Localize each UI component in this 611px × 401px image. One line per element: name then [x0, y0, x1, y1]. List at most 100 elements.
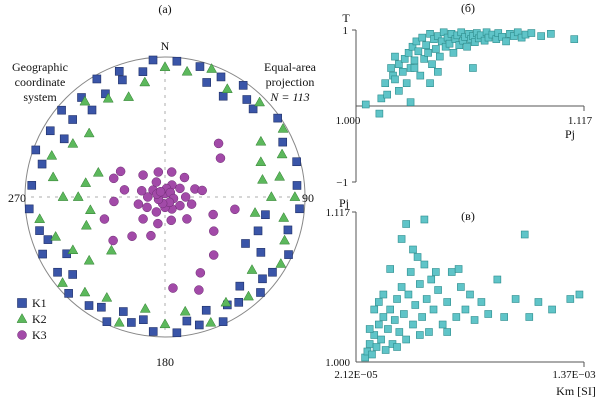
tp-data-point	[457, 28, 466, 37]
k3-point	[166, 215, 176, 226]
k1-point	[295, 204, 304, 214]
pjkm-data-point	[416, 280, 424, 288]
pjkm-data-point	[466, 290, 474, 299]
tp-data-point	[513, 28, 522, 37]
tp-data-point	[400, 55, 409, 63]
k1-point	[248, 104, 258, 114]
k1-point	[84, 301, 94, 310]
k2-point	[179, 305, 191, 316]
k3-point	[180, 192, 191, 202]
k3-point	[230, 204, 240, 215]
tp-data-point	[375, 109, 384, 118]
k1-point	[148, 55, 158, 65]
coordinate-note-line-2: coordinate	[15, 75, 66, 89]
k1-point	[114, 67, 124, 76]
k2-point	[255, 156, 267, 166]
k2-point	[105, 244, 117, 255]
stereonet-panel-label: (a)	[158, 2, 171, 16]
tp-data-point	[570, 35, 579, 43]
k1-point	[284, 250, 293, 259]
tp-data-point	[469, 64, 477, 72]
k2-point	[47, 171, 59, 182]
k2-point	[206, 63, 218, 73]
k1-point	[59, 134, 69, 144]
pjkm-plot-ytick-bottom: 1.000	[325, 357, 350, 369]
tp-data-point	[377, 94, 386, 103]
k3-point	[194, 285, 204, 295]
k1-point	[218, 91, 228, 101]
legend-label-k3: K3	[32, 328, 47, 342]
k1-point	[258, 274, 267, 284]
pjkm-plot-points	[361, 215, 584, 362]
k1-point	[182, 316, 192, 326]
pjkm-data-point	[566, 295, 575, 303]
tp-data-point	[537, 32, 545, 40]
pjkm-data-point	[400, 310, 408, 318]
pjkm-data-point	[477, 298, 486, 306]
k1-point	[256, 248, 266, 257]
pjkm-plot-xtick-left: 2.12E−05	[334, 369, 378, 381]
k2-point	[220, 296, 232, 307]
k3-point	[153, 167, 164, 177]
tp-plot-xlabel: Pj	[565, 127, 575, 141]
k1-point	[278, 137, 288, 147]
stereonet-panel: (a) N 180 270 90 Geographic coordinate s…	[8, 2, 317, 369]
pjkm-data-point	[447, 268, 456, 276]
pjkm-data-point	[409, 320, 417, 329]
k3-point	[109, 196, 119, 207]
k3-point	[155, 186, 166, 197]
legend-label-k2: K2	[32, 312, 47, 326]
k3-point	[115, 166, 126, 177]
k1-point	[37, 159, 47, 169]
pjkm-data-point	[520, 230, 529, 239]
k1-point	[241, 239, 250, 248]
k1-point	[218, 317, 228, 326]
tp-plot-title: (б)	[461, 1, 475, 15]
pjkm-data-point	[393, 295, 401, 303]
k1-point	[68, 270, 77, 279]
pjkm-data-point	[409, 245, 417, 254]
k2-point	[79, 95, 91, 106]
k2-point	[181, 65, 193, 76]
tp-data-point	[434, 32, 442, 40]
k1-point	[57, 105, 66, 115]
k1-point	[127, 318, 136, 327]
tp-data-point	[416, 71, 425, 80]
pjkm-data-point	[413, 253, 422, 261]
pjkm-data-point	[443, 328, 452, 336]
k1-point	[53, 267, 62, 277]
pjkm-plot-ytick-top: 1.117	[326, 207, 351, 219]
pjkm-data-point	[418, 313, 426, 321]
pjkm-data-point	[390, 316, 399, 324]
tp-data-point	[463, 42, 471, 51]
k2-point	[249, 207, 261, 217]
pjkm-data-point	[370, 305, 379, 314]
k2-point	[101, 291, 113, 302]
pjkm-data-point	[372, 343, 381, 351]
k1-point	[35, 226, 44, 235]
tp-data-point	[408, 42, 417, 51]
k2-point	[275, 258, 287, 268]
k3-point	[166, 167, 177, 177]
k2-point	[139, 76, 151, 87]
k2-point	[254, 96, 266, 107]
k1-point	[97, 302, 106, 312]
pjkm-data-point	[406, 268, 415, 276]
k2-point	[139, 302, 151, 313]
tp-data-point	[402, 79, 411, 87]
k2-point	[92, 166, 104, 177]
tp-data-point	[395, 87, 403, 95]
tp-data-point	[437, 37, 446, 46]
k3-point	[138, 214, 148, 224]
pjkm-data-point	[425, 328, 433, 336]
k3-point	[208, 209, 218, 220]
pjkm-data-point	[500, 313, 509, 321]
k3-point	[197, 185, 207, 196]
k3-point	[153, 218, 163, 229]
k1-point	[24, 204, 34, 214]
stereonet-legend: K1 K2 K3	[16, 296, 47, 342]
k1-point	[172, 328, 182, 338]
legend-marker-k2	[16, 313, 28, 323]
tp-data-point	[455, 41, 464, 50]
